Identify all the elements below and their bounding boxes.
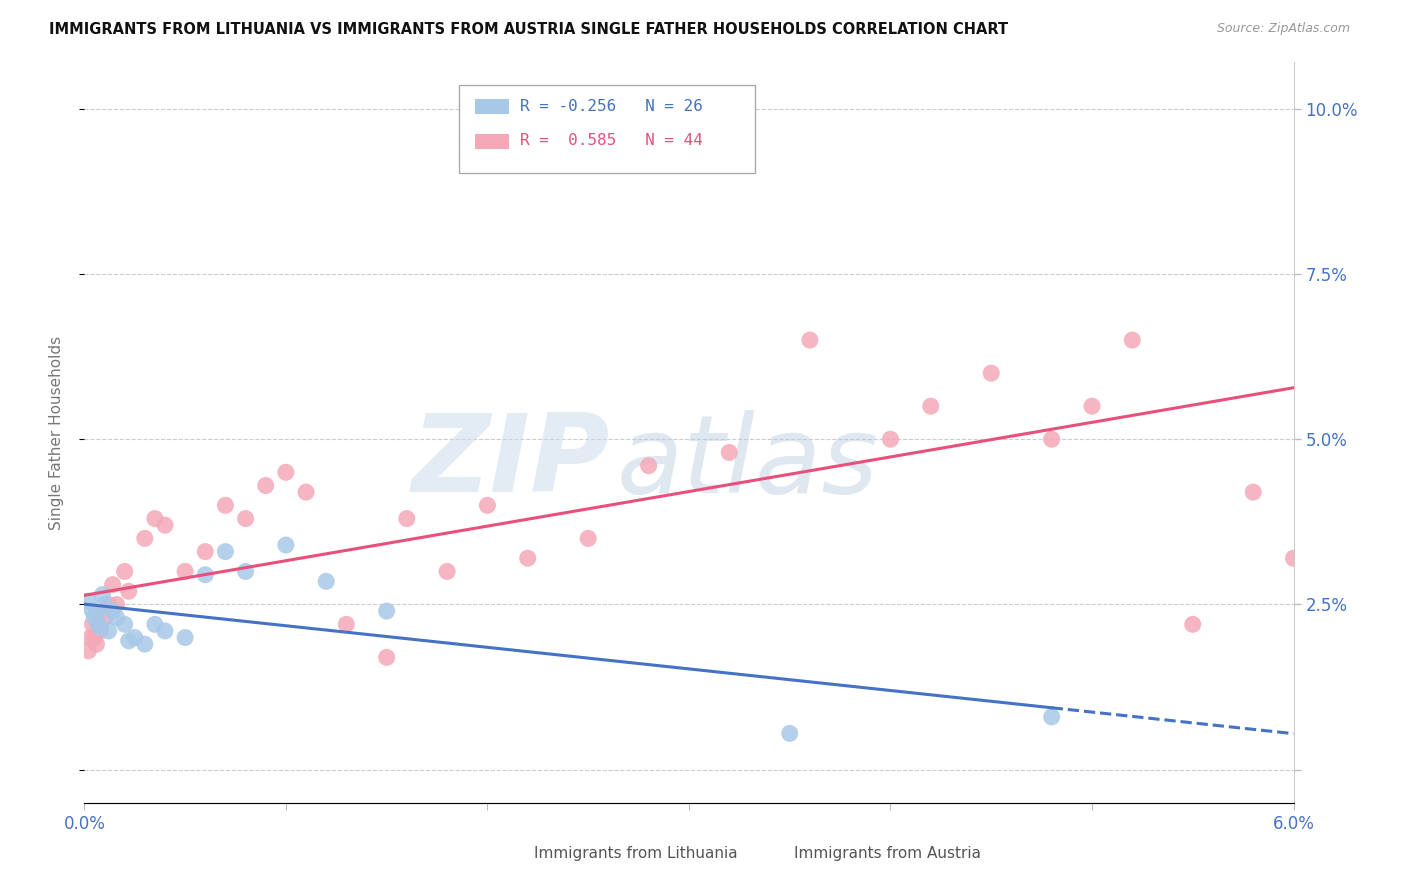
Text: R =  0.585   N = 44: R = 0.585 N = 44 bbox=[520, 134, 703, 148]
Point bbox=[920, 399, 942, 413]
Point bbox=[980, 366, 1002, 380]
Point bbox=[1282, 551, 1305, 566]
Point bbox=[124, 631, 146, 645]
Point bbox=[274, 538, 297, 552]
Point bbox=[77, 644, 100, 658]
Point bbox=[1384, 399, 1406, 413]
Point bbox=[214, 544, 236, 558]
Point bbox=[235, 565, 257, 579]
Point bbox=[779, 726, 801, 740]
Point bbox=[576, 532, 599, 546]
Point bbox=[1121, 333, 1143, 347]
Point bbox=[118, 584, 141, 599]
Point bbox=[93, 611, 115, 625]
Text: Immigrants from Lithuania: Immigrants from Lithuania bbox=[534, 846, 738, 861]
Point bbox=[799, 333, 821, 347]
Point bbox=[134, 532, 156, 546]
Point bbox=[1181, 617, 1204, 632]
Point bbox=[143, 617, 166, 632]
Point bbox=[77, 594, 100, 608]
Y-axis label: Single Father Households: Single Father Households bbox=[49, 335, 63, 530]
Point bbox=[174, 565, 197, 579]
Point bbox=[395, 511, 418, 525]
Point bbox=[97, 598, 120, 612]
Text: ZIP: ZIP bbox=[412, 409, 610, 516]
FancyBboxPatch shape bbox=[460, 85, 755, 173]
Point bbox=[1040, 710, 1063, 724]
Point bbox=[1040, 432, 1063, 446]
Point bbox=[93, 598, 115, 612]
Bar bbox=[475, 135, 509, 149]
Text: atlas: atlas bbox=[616, 409, 879, 515]
Point bbox=[214, 499, 236, 513]
Point bbox=[143, 511, 166, 525]
Point bbox=[105, 611, 128, 625]
Point bbox=[335, 617, 357, 632]
Point bbox=[194, 544, 217, 558]
Bar bbox=[495, 846, 526, 862]
Point bbox=[118, 633, 141, 648]
Point bbox=[477, 499, 499, 513]
Point bbox=[114, 565, 136, 579]
Point bbox=[101, 604, 124, 618]
Point bbox=[79, 631, 101, 645]
Point bbox=[89, 624, 111, 638]
Point bbox=[153, 624, 176, 638]
Point bbox=[83, 631, 105, 645]
Point bbox=[718, 445, 741, 459]
Point bbox=[153, 518, 176, 533]
Point bbox=[86, 607, 108, 622]
Point bbox=[1241, 485, 1264, 500]
Point bbox=[375, 650, 398, 665]
Point bbox=[134, 637, 156, 651]
Point bbox=[89, 621, 111, 635]
Point bbox=[235, 511, 257, 525]
Point bbox=[295, 485, 318, 500]
Point bbox=[274, 465, 297, 479]
Point bbox=[105, 598, 128, 612]
Point bbox=[879, 432, 901, 446]
Point bbox=[254, 478, 277, 492]
Text: IMMIGRANTS FROM LITHUANIA VS IMMIGRANTS FROM AUSTRIA SINGLE FATHER HOUSEHOLDS CO: IMMIGRANTS FROM LITHUANIA VS IMMIGRANTS … bbox=[49, 22, 1008, 37]
Point bbox=[87, 617, 110, 632]
Bar bbox=[755, 846, 786, 862]
Bar bbox=[475, 100, 509, 114]
Point bbox=[1081, 399, 1104, 413]
Point bbox=[101, 577, 124, 591]
Point bbox=[87, 617, 110, 632]
Text: Source: ZipAtlas.com: Source: ZipAtlas.com bbox=[1216, 22, 1350, 36]
Point bbox=[86, 637, 108, 651]
Point bbox=[83, 611, 105, 625]
Point bbox=[97, 624, 120, 638]
Point bbox=[637, 458, 659, 473]
Text: Immigrants from Austria: Immigrants from Austria bbox=[794, 846, 981, 861]
Point bbox=[174, 631, 197, 645]
Point bbox=[82, 604, 104, 618]
Point bbox=[82, 617, 104, 632]
Point bbox=[91, 588, 114, 602]
Point bbox=[315, 574, 337, 589]
Point bbox=[375, 604, 398, 618]
Text: R = -0.256   N = 26: R = -0.256 N = 26 bbox=[520, 99, 703, 113]
Point bbox=[516, 551, 538, 566]
Point bbox=[436, 565, 458, 579]
Point bbox=[114, 617, 136, 632]
Point bbox=[194, 567, 217, 582]
